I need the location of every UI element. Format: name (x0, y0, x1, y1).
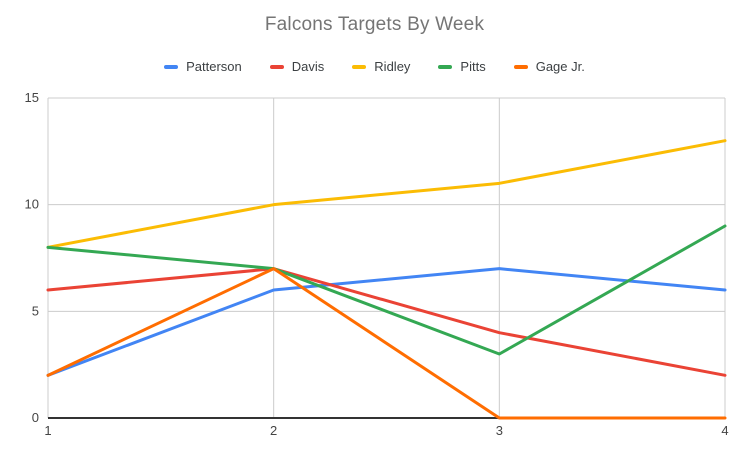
legend-swatch-icon (352, 64, 367, 69)
y-tick-label: 15 (25, 90, 39, 105)
legend: Patterson Davis Ridley Pitts Gage Jr. (0, 59, 749, 74)
series-line-patterson (46, 267, 727, 377)
legend-label: Gage Jr. (535, 59, 585, 74)
y-tick-label: 5 (32, 303, 39, 318)
legend-item-pitts: Pitts (438, 59, 486, 74)
legend-label: Patterson (186, 59, 242, 74)
legend-swatch-icon (513, 64, 528, 69)
legend-label: Pitts (460, 59, 486, 74)
legend-swatch-icon (438, 64, 453, 69)
x-tick-label: 1 (44, 423, 51, 438)
x-tick-label: 2 (270, 423, 277, 438)
y-tick-label: 10 (25, 197, 39, 212)
chart-title: Falcons Targets By Week (264, 14, 485, 35)
y-tick-label: 0 (32, 410, 39, 425)
legend-item-davis: Davis (269, 59, 325, 74)
x-tick-label: 3 (496, 423, 503, 438)
x-tick-label: 4 (721, 423, 728, 438)
legend-swatch-icon (164, 64, 179, 69)
legend-swatch-icon (269, 64, 284, 69)
legend-label: Ridley (374, 59, 411, 74)
series-line-ridley (46, 139, 727, 249)
series-line-gage-jr (46, 267, 727, 420)
legend-label: Davis (291, 59, 325, 74)
series-line-davis (46, 267, 727, 377)
series-line-pitts (46, 224, 727, 356)
legend-item-patterson: Patterson (164, 59, 242, 74)
legend-item-ridley: Ridley (352, 59, 410, 74)
legend-item-gage-jr: Gage Jr. (513, 59, 585, 74)
